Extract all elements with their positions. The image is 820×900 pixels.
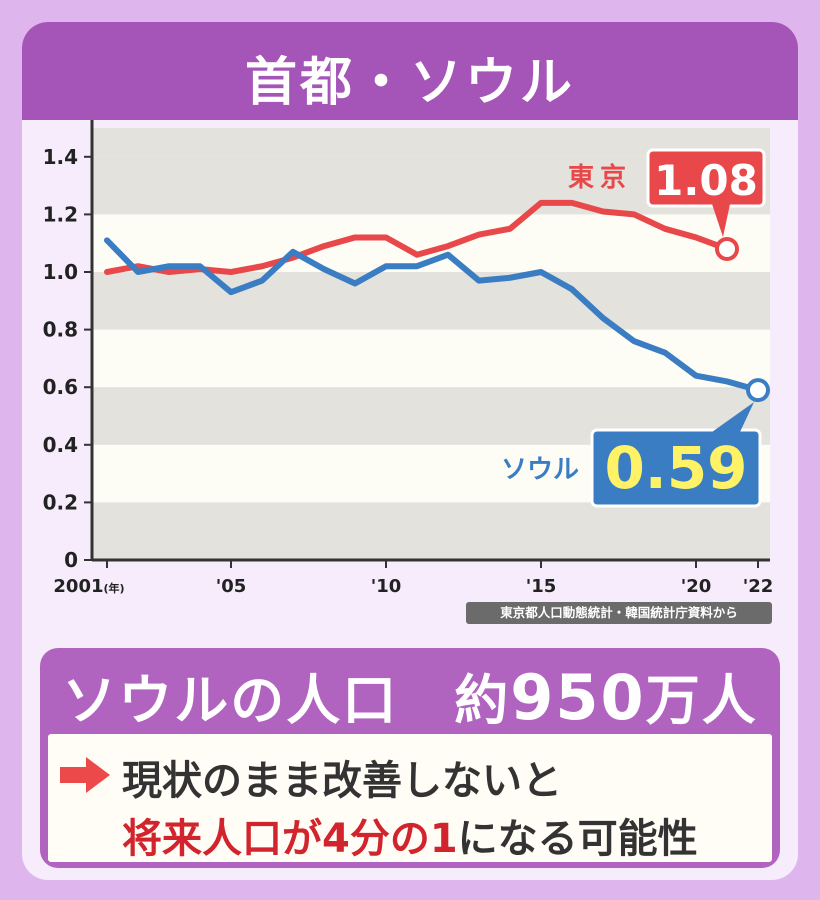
population-unit: 万人 — [645, 669, 758, 732]
x-tick-label: '22 — [743, 576, 774, 597]
note-line-2-rest: になる可能性 — [457, 816, 698, 862]
grid-band — [92, 272, 770, 330]
population-number: 950 — [510, 661, 646, 734]
series-line-seoul — [104, 237, 761, 394]
source-note: 東京都人口動態統計・韓国統計庁資料から — [466, 602, 772, 624]
tokyo-end-marker — [715, 236, 739, 261]
x-tick-label: '10 — [371, 576, 402, 597]
seoul-series-label: ソウル — [501, 455, 579, 485]
grid-band — [92, 502, 770, 560]
note-box — [48, 734, 772, 862]
line-chart: 0 0.2 0.4 0.6 0.8 1.0 1.2 1.4 2001(年) '05 '10 '15 '2… — [43, 120, 774, 597]
arrow-right-icon — [60, 757, 110, 793]
y-tick-label: 1.0 — [43, 260, 78, 284]
y-tick-label: 0.8 — [43, 318, 78, 342]
x-tick-label: '20 — [681, 576, 712, 597]
tokyo-callout-pointer — [712, 204, 730, 237]
title-bar: 首都・ソウル — [22, 22, 798, 120]
y-tick-label: 0.4 — [43, 433, 78, 457]
tokyo-value-box — [646, 148, 766, 208]
population-label: ソウルの人口 — [62, 669, 399, 732]
population-prefix: 約 — [454, 669, 511, 732]
y-tick-label: 0.6 — [43, 375, 78, 399]
y-tick-label: 1.4 — [43, 145, 78, 169]
population-headline: ソウルの人口 約950万人 — [0, 656, 820, 735]
note-line-1: 現状のまま改善しないと — [122, 758, 562, 804]
y-tick-label: 1.2 — [43, 202, 78, 226]
seoul-callout-pointer — [712, 402, 754, 432]
y-tick-label: 0 — [64, 548, 78, 572]
note-line-2-highlight: 将来人口が4分の1 — [122, 816, 458, 862]
seoul-end-marker — [746, 378, 770, 403]
y-tick-label: 0.2 — [43, 490, 78, 514]
page-title: 首都・ソウル — [244, 53, 575, 113]
tokyo-value-label: 1.08 — [654, 156, 758, 205]
x-tick-label: '05 — [216, 576, 247, 597]
seoul-value-label: 0.59 — [604, 434, 747, 502]
note-line-2: 将来人口が4分の1になる可能性 — [122, 806, 698, 864]
series-line-tokyo — [104, 199, 730, 275]
x-tick-unit: (年) — [104, 581, 125, 595]
x-tick-label: 2001(年) — [53, 576, 124, 597]
seoul-value-box — [590, 428, 762, 508]
tokyo-series-label: 東京 — [568, 162, 632, 193]
x-tick-label: '15 — [526, 576, 557, 597]
